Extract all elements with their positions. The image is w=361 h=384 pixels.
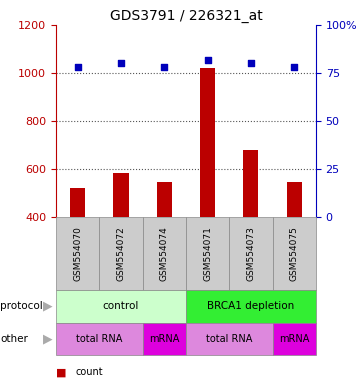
- Text: GSM554070: GSM554070: [73, 226, 82, 281]
- Text: control: control: [103, 301, 139, 311]
- Text: total RNA: total RNA: [206, 334, 252, 344]
- Text: total RNA: total RNA: [76, 334, 122, 344]
- Text: GSM554073: GSM554073: [247, 226, 255, 281]
- Point: [161, 64, 167, 70]
- Text: ■: ■: [56, 367, 66, 377]
- Title: GDS3791 / 226321_at: GDS3791 / 226321_at: [109, 8, 262, 23]
- Point: [248, 60, 254, 66]
- Point: [118, 60, 124, 66]
- Bar: [157, 182, 172, 217]
- Text: other: other: [0, 334, 28, 344]
- Text: BRCA1 depletion: BRCA1 depletion: [207, 301, 295, 311]
- Text: GSM554074: GSM554074: [160, 226, 169, 281]
- Text: count: count: [76, 367, 104, 377]
- Bar: [200, 68, 215, 217]
- Text: GSM554072: GSM554072: [117, 226, 125, 281]
- Text: protocol: protocol: [0, 301, 43, 311]
- Point: [75, 64, 81, 70]
- Text: GSM554071: GSM554071: [203, 226, 212, 281]
- Point: [205, 56, 210, 63]
- Text: ▶: ▶: [43, 300, 52, 313]
- Bar: [70, 188, 85, 217]
- Text: ▶: ▶: [43, 333, 52, 345]
- Text: mRNA: mRNA: [279, 334, 309, 344]
- Text: GSM554075: GSM554075: [290, 226, 299, 281]
- Text: mRNA: mRNA: [149, 334, 179, 344]
- Bar: [243, 150, 258, 217]
- Bar: [287, 182, 302, 217]
- Bar: [113, 172, 129, 217]
- Point: [291, 64, 297, 70]
